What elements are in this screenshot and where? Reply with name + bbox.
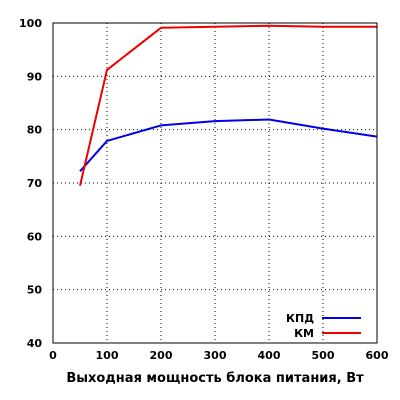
y-tick-label: 100: [19, 17, 42, 30]
x-tick-label: 500: [312, 349, 335, 362]
x-tick-label: 600: [366, 349, 389, 362]
y-tick-label: 80: [27, 124, 43, 137]
series-line-1: [79, 118, 378, 172]
x-tick-label: 0: [49, 349, 57, 362]
x-axis-label: Выходная мощность блока питания, Вт: [66, 371, 364, 386]
plot-frame: [52, 22, 378, 344]
legend: КПД КМ: [286, 312, 361, 340]
x-tick-label: 200: [150, 349, 173, 362]
x-tick-label: 100: [96, 349, 119, 362]
legend-label: КПД: [286, 312, 314, 325]
y-tick-label: 50: [27, 284, 43, 297]
series-layer: [79, 24, 378, 186]
y-tick-label: 70: [27, 177, 43, 190]
x-tick-label: 400: [258, 349, 281, 362]
legend-label: КМ: [294, 327, 314, 340]
grid: [53, 23, 377, 343]
y-tick-label: 60: [27, 230, 43, 243]
y-tick-label: 40: [27, 337, 43, 350]
y-tick-label: 90: [27, 70, 43, 83]
tick-labels: 0 100 200 300 400 500 600 40 50 60 70 80 90 100: [19, 17, 389, 362]
x-tick-label: 300: [204, 349, 227, 362]
series-line-2: [79, 24, 377, 186]
